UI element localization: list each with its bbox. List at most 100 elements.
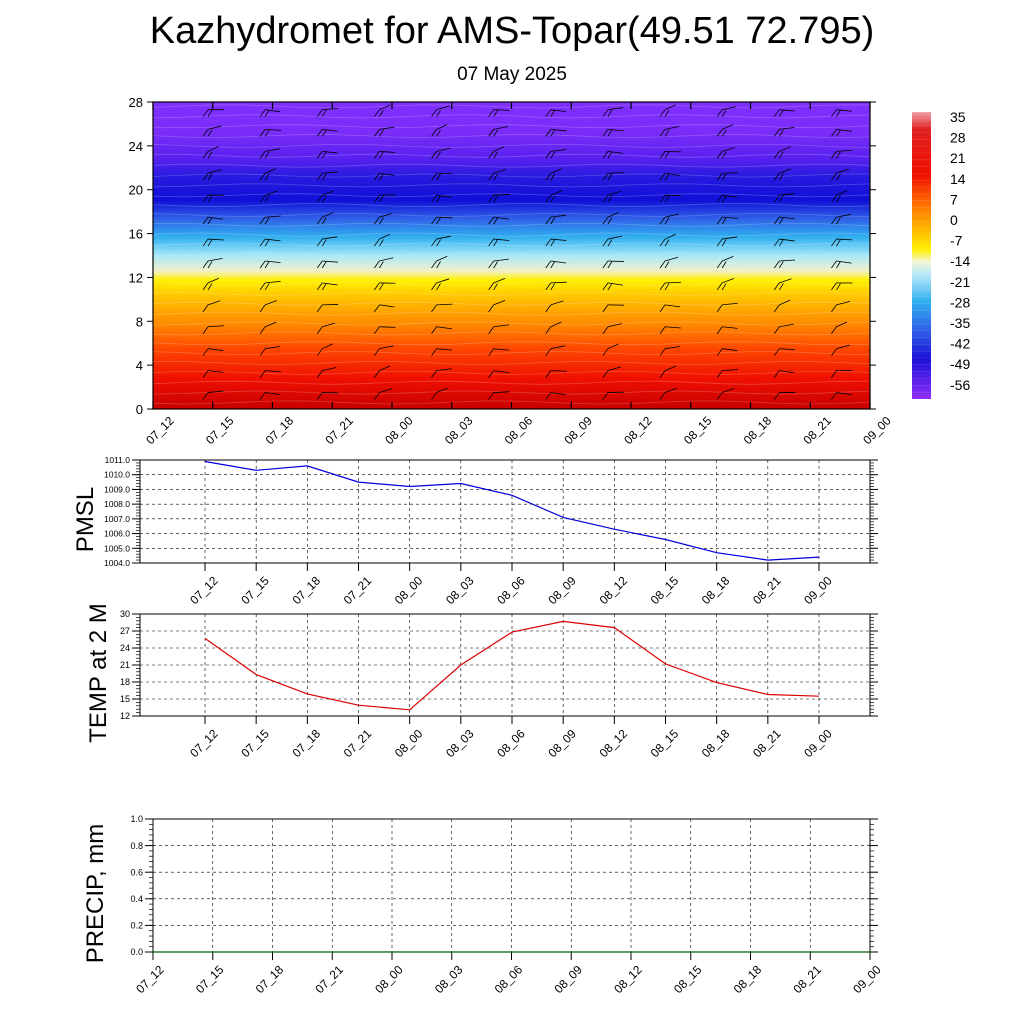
barb-flag xyxy=(607,283,613,291)
barb-shaft xyxy=(550,109,567,113)
barb-shaft xyxy=(607,129,624,132)
wind-barb xyxy=(374,233,391,247)
wind-barb xyxy=(488,299,506,313)
barb-flag xyxy=(545,173,552,181)
x-tick-label: 08_12 xyxy=(611,962,645,996)
barb-shaft xyxy=(607,260,624,262)
barb-flag xyxy=(374,348,380,356)
barb-flag xyxy=(259,216,266,225)
wind-barb xyxy=(545,281,567,291)
barb-flag xyxy=(550,195,556,203)
barb-flag xyxy=(259,370,266,378)
wind-barb xyxy=(259,260,281,269)
y-axis-label: PMSL xyxy=(72,487,99,552)
wind-barb xyxy=(545,238,567,247)
wind-barb xyxy=(831,238,853,247)
x-tick-label: 08_00 xyxy=(382,413,416,447)
barb-flag xyxy=(602,194,609,203)
y-tick-label: 30 xyxy=(120,609,130,619)
barb-shaft xyxy=(836,392,852,396)
wind-barb xyxy=(374,282,396,291)
barb-shaft xyxy=(550,260,567,264)
wind-barb xyxy=(602,150,624,159)
wind-barb xyxy=(316,212,334,225)
barb-flag xyxy=(488,216,494,225)
wind-barb xyxy=(202,277,220,291)
colorbar: 35 28 21 14 7 0 -7 -14 -21 -28 -35 -42 -49 -56 xyxy=(912,109,970,399)
barb-flag xyxy=(721,239,727,247)
barb-shaft xyxy=(436,124,448,130)
barb-shaft xyxy=(836,238,853,241)
wind-barb xyxy=(659,304,681,313)
x-tick-label: 08_18 xyxy=(699,573,733,607)
y-axis-label: TEMP at 2 M xyxy=(85,603,112,743)
x-tick-label: 09_00 xyxy=(850,962,884,996)
barb-shaft xyxy=(607,282,624,286)
barb-flag xyxy=(721,217,727,225)
barb-flag xyxy=(379,217,384,225)
barb-shaft xyxy=(550,300,564,306)
barb-flag xyxy=(264,129,270,137)
barb-flag xyxy=(773,392,780,400)
barb-flag xyxy=(259,109,266,117)
barb-flag xyxy=(831,129,837,137)
barb-shaft xyxy=(493,193,510,196)
barb-flag xyxy=(493,173,498,181)
colorbar-label: -7 xyxy=(950,233,963,249)
barb-flag xyxy=(545,238,552,247)
barb-flag xyxy=(202,216,209,225)
barb-flag xyxy=(316,304,323,313)
barb-flag xyxy=(202,194,209,203)
y-tick-label: 4 xyxy=(136,358,143,373)
barb-flag xyxy=(316,282,323,291)
barb-shaft xyxy=(722,348,738,351)
barb-flag xyxy=(259,194,266,203)
x-tick-label: 08_03 xyxy=(442,413,476,447)
wind-barb xyxy=(374,194,396,203)
barb-flag xyxy=(831,260,837,269)
barb-shaft xyxy=(836,149,853,152)
barb-flag xyxy=(259,326,266,335)
barb-shaft xyxy=(436,216,453,219)
isotherm-line xyxy=(153,153,871,158)
x-tick-label: 07_18 xyxy=(290,726,324,760)
x-tick-label: 08_12 xyxy=(597,726,631,760)
barb-flag xyxy=(207,109,213,117)
x-tick-label: 07_15 xyxy=(238,726,272,760)
y-tick-label: 18 xyxy=(120,677,130,687)
colorbar-label: 21 xyxy=(950,150,966,166)
x-tick-label: 08_03 xyxy=(443,726,477,760)
barb-shaft xyxy=(836,190,848,196)
barb-flag xyxy=(264,283,270,291)
barb-flag xyxy=(259,260,266,269)
barb-shaft xyxy=(779,109,795,112)
wind-barb xyxy=(773,109,795,117)
barb-flag xyxy=(550,173,556,181)
upper-air-panel: 0 4 8 12 16 20 24 28 07_12 07_15 07_18 07_21 08_00 08… xyxy=(129,95,894,447)
wind-barb xyxy=(773,146,791,159)
wind-barb xyxy=(316,282,338,291)
wind-barb xyxy=(659,172,681,181)
barb-flag xyxy=(721,283,727,291)
barb-flag xyxy=(716,238,723,247)
barb-flag xyxy=(431,282,437,291)
barb-flag xyxy=(831,194,837,203)
wind-barb xyxy=(773,278,792,291)
upper-air-field xyxy=(153,102,870,409)
barb-flag xyxy=(374,109,380,117)
barb-flag xyxy=(264,239,270,247)
barb-shaft xyxy=(607,323,622,328)
wind-barb xyxy=(316,367,337,378)
barb-shaft xyxy=(265,109,281,113)
wind-barb xyxy=(316,236,338,247)
barb-flag xyxy=(431,304,437,313)
wind-barb xyxy=(431,303,453,313)
barb-shaft xyxy=(779,126,795,130)
barb-shaft xyxy=(664,213,680,218)
x-tick-label: 08_03 xyxy=(443,573,477,607)
barb-flag xyxy=(773,304,780,313)
barb-flag xyxy=(664,129,670,137)
barb-shaft xyxy=(207,300,221,306)
barb-flag xyxy=(431,194,437,203)
wind-barb xyxy=(545,370,567,378)
